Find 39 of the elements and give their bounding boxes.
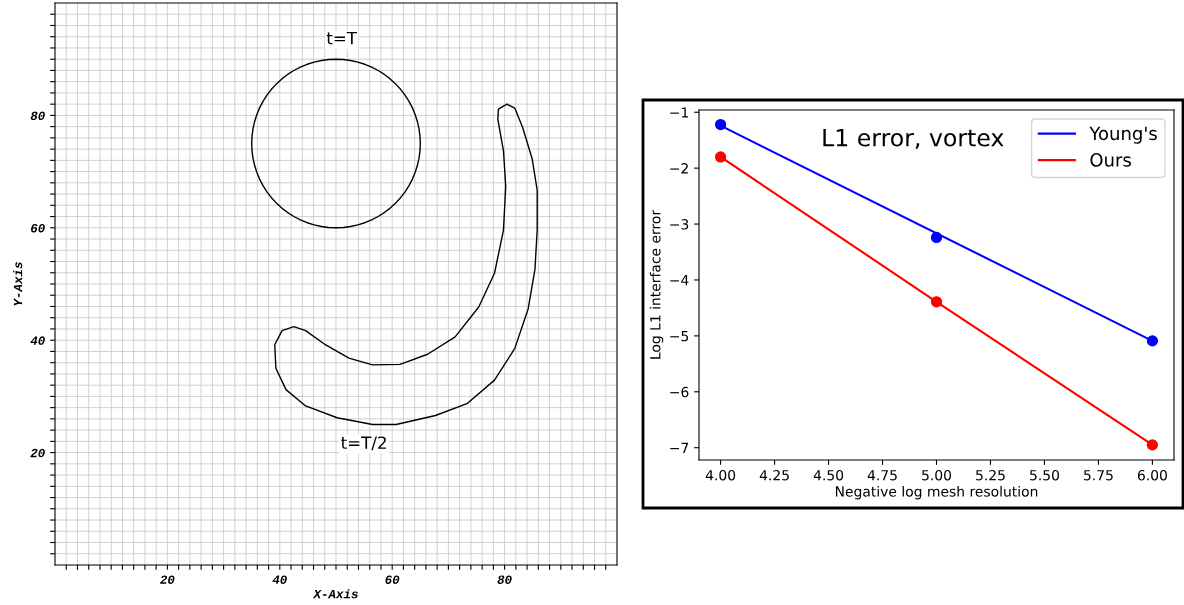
y-tick-label: −3 <box>670 219 689 230</box>
x-tick-label: 4.25 <box>759 469 789 481</box>
x-tick-label: 80 <box>497 575 512 584</box>
y-tick-label: 40 <box>30 336 45 345</box>
y-tick-label: −1 <box>670 107 688 118</box>
y-tick-label: 80 <box>30 111 45 121</box>
annotation: t=T/2 <box>341 436 386 451</box>
x-tick-label: 4.50 <box>813 469 844 481</box>
x-tick-label: 4.00 <box>705 469 736 481</box>
point <box>714 118 727 131</box>
y-axis-title: Log L1 interface error <box>649 209 664 359</box>
point <box>714 151 727 163</box>
text: L1 error, vortex <box>823 129 1004 150</box>
y-tick-label: −6 <box>670 386 689 398</box>
point <box>1146 335 1159 347</box>
y-tick-label: −4 <box>670 275 689 286</box>
x-tick-label: 5.75 <box>1084 470 1113 481</box>
legend-label: Young's <box>1089 126 1157 144</box>
x-tick-label: 6.00 <box>1137 469 1167 481</box>
x-axis-title: Negative log mesh resolution <box>835 485 1038 500</box>
y-axis-title: Y-Axis <box>13 262 23 306</box>
y-tick-label: −7 <box>670 442 689 453</box>
point <box>930 296 943 308</box>
x-tick-label: 5.50 <box>1030 469 1059 481</box>
x-tick-label: 40 <box>272 575 287 584</box>
x-axis-title: X-Axis <box>312 589 358 599</box>
y-tick-label: 20 <box>30 448 45 458</box>
x-tick-label: 60 <box>385 575 400 584</box>
point <box>930 231 943 244</box>
legend-label: Ours <box>1090 153 1131 167</box>
x-tick-label: 5.00 <box>922 469 952 481</box>
y-tick-label: −2 <box>670 163 688 174</box>
x-tick-label: 20 <box>160 575 175 584</box>
y-tick-label: −5 <box>670 331 689 342</box>
x-tick-label: 4.75 <box>867 470 897 481</box>
annotation: t=T <box>326 31 358 45</box>
point <box>1146 439 1159 451</box>
y-tick-label: 60 <box>31 223 45 233</box>
x-tick-label: 5.25 <box>976 469 1005 481</box>
